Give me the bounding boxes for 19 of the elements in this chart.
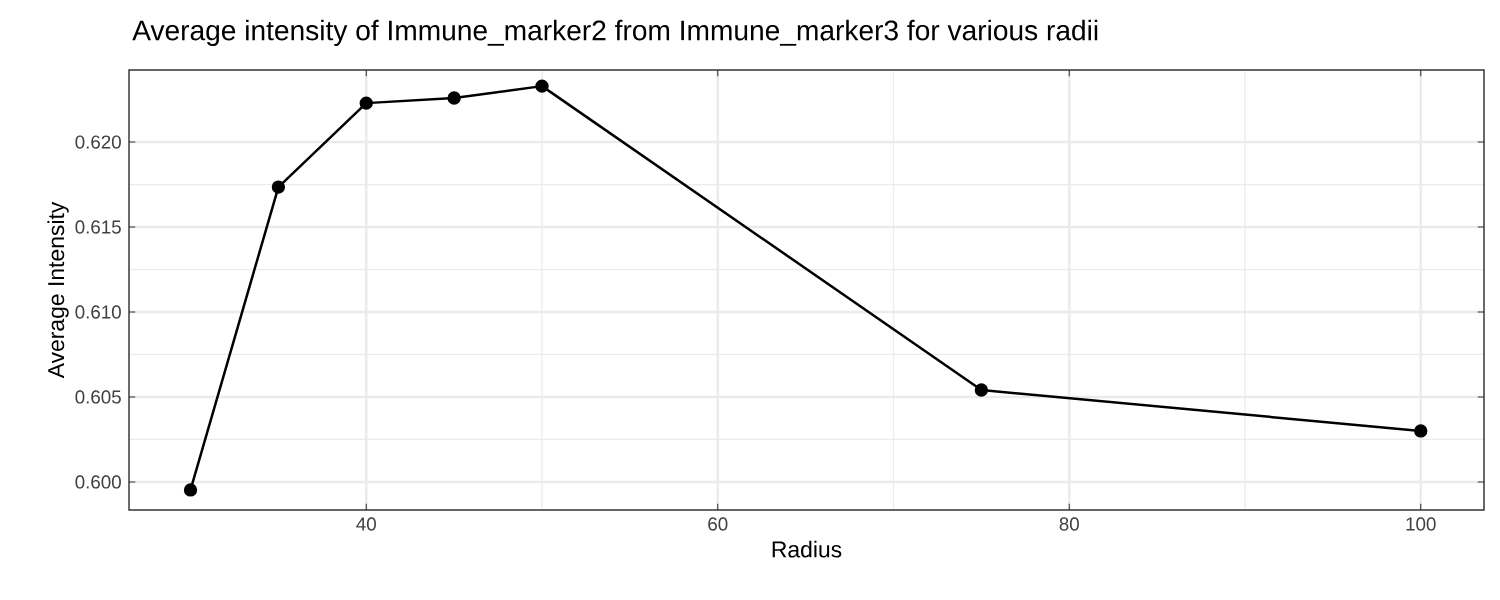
x-axis-title: Radius bbox=[772, 540, 842, 558]
y-tick-label: 0.605 bbox=[75, 390, 121, 404]
point bbox=[1414, 424, 1428, 438]
point bbox=[447, 91, 461, 105]
y-tick-label: 0.610 bbox=[75, 305, 121, 319]
point bbox=[359, 96, 373, 110]
point bbox=[974, 383, 989, 397]
x-tick-label: 80 bbox=[1059, 517, 1079, 531]
point bbox=[183, 483, 198, 497]
y-tick-label: 0.620 bbox=[75, 135, 121, 149]
y-tick-label: 0.600 bbox=[75, 475, 121, 489]
x-tick-label: 100 bbox=[1406, 517, 1436, 531]
point bbox=[271, 180, 286, 194]
chart-title: Average intensity of Immune_marker2 from Immune_marker3 for various radii bbox=[132, 19, 1098, 46]
x-tick-label: 60 bbox=[708, 517, 728, 531]
x-tick-label: 40 bbox=[356, 517, 376, 531]
y-tick-label: 0.615 bbox=[75, 220, 121, 234]
y-axis-title: Average Intensity bbox=[47, 201, 69, 379]
point bbox=[535, 79, 549, 93]
